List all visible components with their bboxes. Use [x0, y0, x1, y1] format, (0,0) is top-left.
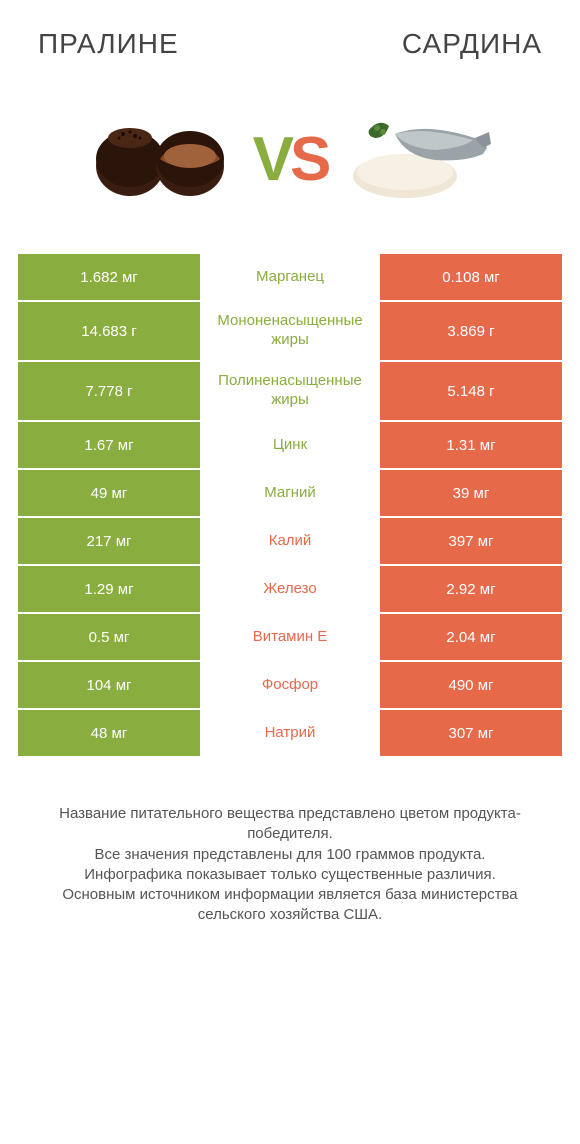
cell-nutrient: Марганец — [200, 254, 380, 300]
table-row: 48 мгНатрий307 мг — [18, 710, 562, 756]
footer-text: Название питательного вещества представл… — [18, 756, 562, 926]
praline-image — [85, 104, 245, 214]
cell-right: 307 мг — [380, 710, 562, 756]
cell-right: 0.108 мг — [380, 254, 562, 300]
cell-left: 1.682 мг — [18, 254, 200, 300]
table-row: 104 мгФосфор490 мг — [18, 662, 562, 708]
cell-left: 49 мг — [18, 470, 200, 516]
cell-left: 7.778 г — [18, 362, 200, 420]
cell-nutrient: Железо — [200, 566, 380, 612]
cell-right: 3.869 г — [380, 302, 562, 360]
cell-right: 39 мг — [380, 470, 562, 516]
cell-left: 1.29 мг — [18, 566, 200, 612]
cell-nutrient: Мононенасыщенные жиры — [200, 302, 380, 360]
cell-right: 2.04 мг — [380, 614, 562, 660]
title-left: ПРАЛИНЕ — [38, 28, 179, 60]
cell-left: 217 мг — [18, 518, 200, 564]
cell-nutrient: Фосфор — [200, 662, 380, 708]
infographic: ПРАЛИНЕ САРДИНА VS — [0, 0, 580, 946]
table-row: 1.67 мгЦинк1.31 мг — [18, 422, 562, 468]
cell-nutrient: Калий — [200, 518, 380, 564]
cell-nutrient: Полиненасыщенные жиры — [200, 362, 380, 420]
vs-v: V — [253, 124, 290, 195]
cell-left: 48 мг — [18, 710, 200, 756]
cell-nutrient: Натрий — [200, 710, 380, 756]
table-row: 14.683 гМононенасыщенные жиры3.869 г — [18, 302, 562, 360]
table-row: 1.682 мгМарганец0.108 мг — [18, 254, 562, 300]
cell-nutrient: Витамин E — [200, 614, 380, 660]
cell-left: 14.683 г — [18, 302, 200, 360]
sardine-image — [335, 104, 495, 214]
cell-left: 104 мг — [18, 662, 200, 708]
titles-row: ПРАЛИНЕ САРДИНА — [18, 20, 562, 84]
table-row: 217 мгКалий397 мг — [18, 518, 562, 564]
vs-label: VS — [253, 124, 328, 195]
table-row: 0.5 мгВитамин E2.04 мг — [18, 614, 562, 660]
table-row: 49 мгМагний39 мг — [18, 470, 562, 516]
vs-s: S — [290, 124, 327, 195]
table-row: 1.29 мгЖелезо2.92 мг — [18, 566, 562, 612]
cell-right: 397 мг — [380, 518, 562, 564]
cell-left: 1.67 мг — [18, 422, 200, 468]
cell-left: 0.5 мг — [18, 614, 200, 660]
table-row: 7.778 гПолиненасыщенные жиры5.148 г — [18, 362, 562, 420]
cell-right: 490 мг — [380, 662, 562, 708]
cell-nutrient: Цинк — [200, 422, 380, 468]
cell-right: 1.31 мг — [380, 422, 562, 468]
nutrient-table: 1.682 мгМарганец0.108 мг14.683 гМононена… — [18, 254, 562, 756]
cell-nutrient: Магний — [200, 470, 380, 516]
vs-row: VS — [18, 84, 562, 254]
cell-right: 5.148 г — [380, 362, 562, 420]
title-right: САРДИНА — [402, 28, 542, 60]
cell-right: 2.92 мг — [380, 566, 562, 612]
